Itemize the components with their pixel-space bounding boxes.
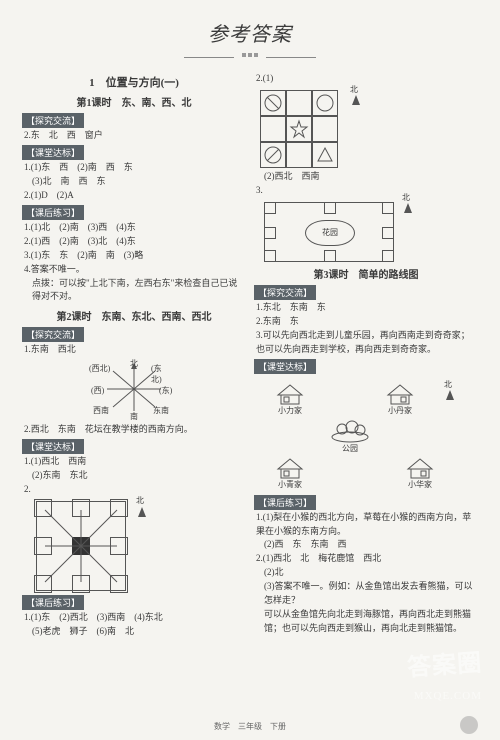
text-line: 1.(1)北 (2)南 (3)西 (4)东 — [24, 221, 246, 235]
text-line: 3. — [256, 184, 478, 198]
text-line: 4.答案不唯一。 — [24, 263, 246, 277]
main-title: 参考答案 — [22, 18, 478, 47]
compass-e: (东) — [159, 385, 172, 396]
park-label: 公园 — [342, 444, 358, 453]
text-line: 2.(1)西 (2)南 (3)北 (4)东 — [24, 235, 246, 249]
compass-nw: (西北) — [89, 363, 110, 374]
garden-label: 花园 — [305, 220, 355, 246]
left-column: 1 位置与方向(一) 第1课时 东、南、西、北 【探究交流】 2.东 北 西 窗… — [22, 72, 246, 639]
after-tag: 【课后练习】 — [254, 495, 316, 510]
footer-badge-icon — [460, 716, 478, 734]
lesson1-title: 第1课时 东、南、西、北 — [22, 94, 246, 109]
lesson2-title: 第2课时 东南、东北、西南、西北 — [22, 308, 246, 323]
text-line: 1.(1)梨在小猴的西北方向，草莓在小猴的西南方向，苹果在小猴的东南方向。 — [256, 511, 478, 539]
house-xl: 小力家 — [274, 383, 306, 416]
text-line: 1.(1)东 西 (2)南 西 东 — [24, 161, 246, 175]
text-line: 2.(1)D (2)A — [24, 189, 246, 203]
text-line: 2.西北 东南 花坛在教学楼的西南方向。 — [24, 423, 246, 437]
watermark-url: MXQE.COM — [414, 690, 482, 702]
page-footer: 数学 三年级 下册 — [22, 721, 478, 732]
compass-w: (西) — [91, 385, 104, 396]
text-line: (3)北 南 西 东 — [32, 175, 246, 189]
text-line: (5)老虎 狮子 (6)南 北 — [32, 625, 246, 639]
after-tag: 【课后练习】 — [22, 205, 84, 220]
text-line: 可以从金鱼馆先向北走到海豚馆，再向西北走到熊猫馆；也可以先向西走到猴山，再向北走… — [264, 608, 478, 636]
text-line: 2.东 北 西 窗户 — [24, 129, 246, 143]
compass-s: 南 — [130, 411, 138, 422]
class-tag: 【课堂达标】 — [22, 145, 84, 160]
title-decoration — [22, 53, 478, 58]
text-line: (2)北 — [264, 566, 478, 580]
text-line: (3)答案不唯一。例如：从金鱼馆出发去看熊猫，可以怎样走？ — [264, 580, 478, 608]
right-column: 2.(1) 北 (2)西北 西南 3. — [254, 72, 478, 639]
north-label: 北 — [444, 379, 452, 390]
text-line: 3.(1)东 东 (2)南 南 (3)略 — [24, 249, 246, 263]
park: 公园 — [329, 419, 371, 454]
text-line: 2. — [24, 483, 246, 497]
compass-diagram: 北 南 (东) (西) (东北) (西北) 东南 西南 — [99, 361, 169, 419]
text-line: 1.(1)东 (2)西北 (3)西南 (4)东北 — [24, 611, 246, 625]
house-label: 小华家 — [408, 480, 432, 489]
text-line: (2)西 东 东南 西 — [264, 538, 478, 552]
text-line: 2.东南 东 — [256, 315, 478, 329]
text-line: 点拨：可以按"上北下南，左西右东"来检查自己已说得对不对。 — [32, 277, 246, 305]
compass-se: 东南 — [153, 405, 169, 416]
text-line: (2)东南 东北 — [32, 469, 246, 483]
square-diagram: 北 — [36, 501, 126, 591]
house-xq: 小青家 — [274, 457, 306, 490]
after-tag: 【课后练习】 — [22, 595, 84, 610]
house-label: 小力家 — [278, 406, 302, 415]
lesson3-title: 第3课时 简单的路线图 — [254, 266, 478, 281]
watermark: 答案圈 — [406, 642, 483, 682]
house-xh: 小华家 — [404, 457, 436, 490]
garden-diagram: 花园 北 — [264, 202, 394, 262]
houses-diagram: 小力家 小丹家 公园 小青家 小华家 北 — [254, 379, 478, 489]
compass-n: 北 — [130, 358, 138, 369]
compass-ne: (东北) — [151, 363, 169, 385]
text-line: 3.可以先向西北走到儿童乐园，再向西南走到奇奇家；也可以先向西走到学校，再向西走… — [256, 329, 478, 357]
text-line: 2.(1) — [256, 72, 478, 86]
text-line: 1.(1)西北 西南 — [24, 455, 246, 469]
content-columns: 1 位置与方向(一) 第1课时 东、南、西、北 【探究交流】 2.东 北 西 窗… — [22, 72, 478, 639]
class-tag: 【课堂达标】 — [254, 359, 316, 374]
house-label: 小丹家 — [388, 406, 412, 415]
shape-grid — [260, 90, 478, 168]
compass-sw: 西南 — [93, 405, 109, 416]
house-label: 小青家 — [278, 480, 302, 489]
chapter-title: 1 位置与方向(一) — [22, 74, 246, 90]
class-tag: 【课堂达标】 — [22, 439, 84, 454]
explore-tag: 【探究交流】 — [22, 113, 84, 128]
text-line: (2)西北 西南 — [264, 170, 478, 184]
north-label: 北 — [402, 192, 410, 203]
footer-text: 数学 三年级 下册 — [214, 722, 286, 731]
north-label: 北 — [136, 495, 144, 506]
text-line: 1.东南 西北 — [24, 343, 246, 357]
north-label: 北 — [350, 84, 358, 95]
text-line: 1.东北 东南 东 — [256, 301, 478, 315]
explore-tag: 【探究交流】 — [22, 327, 84, 342]
explore-tag: 【探究交流】 — [254, 285, 316, 300]
text-line: 2.(1)西北 北 梅花鹿馆 西北 — [256, 552, 478, 566]
house-xd: 小丹家 — [384, 383, 416, 416]
